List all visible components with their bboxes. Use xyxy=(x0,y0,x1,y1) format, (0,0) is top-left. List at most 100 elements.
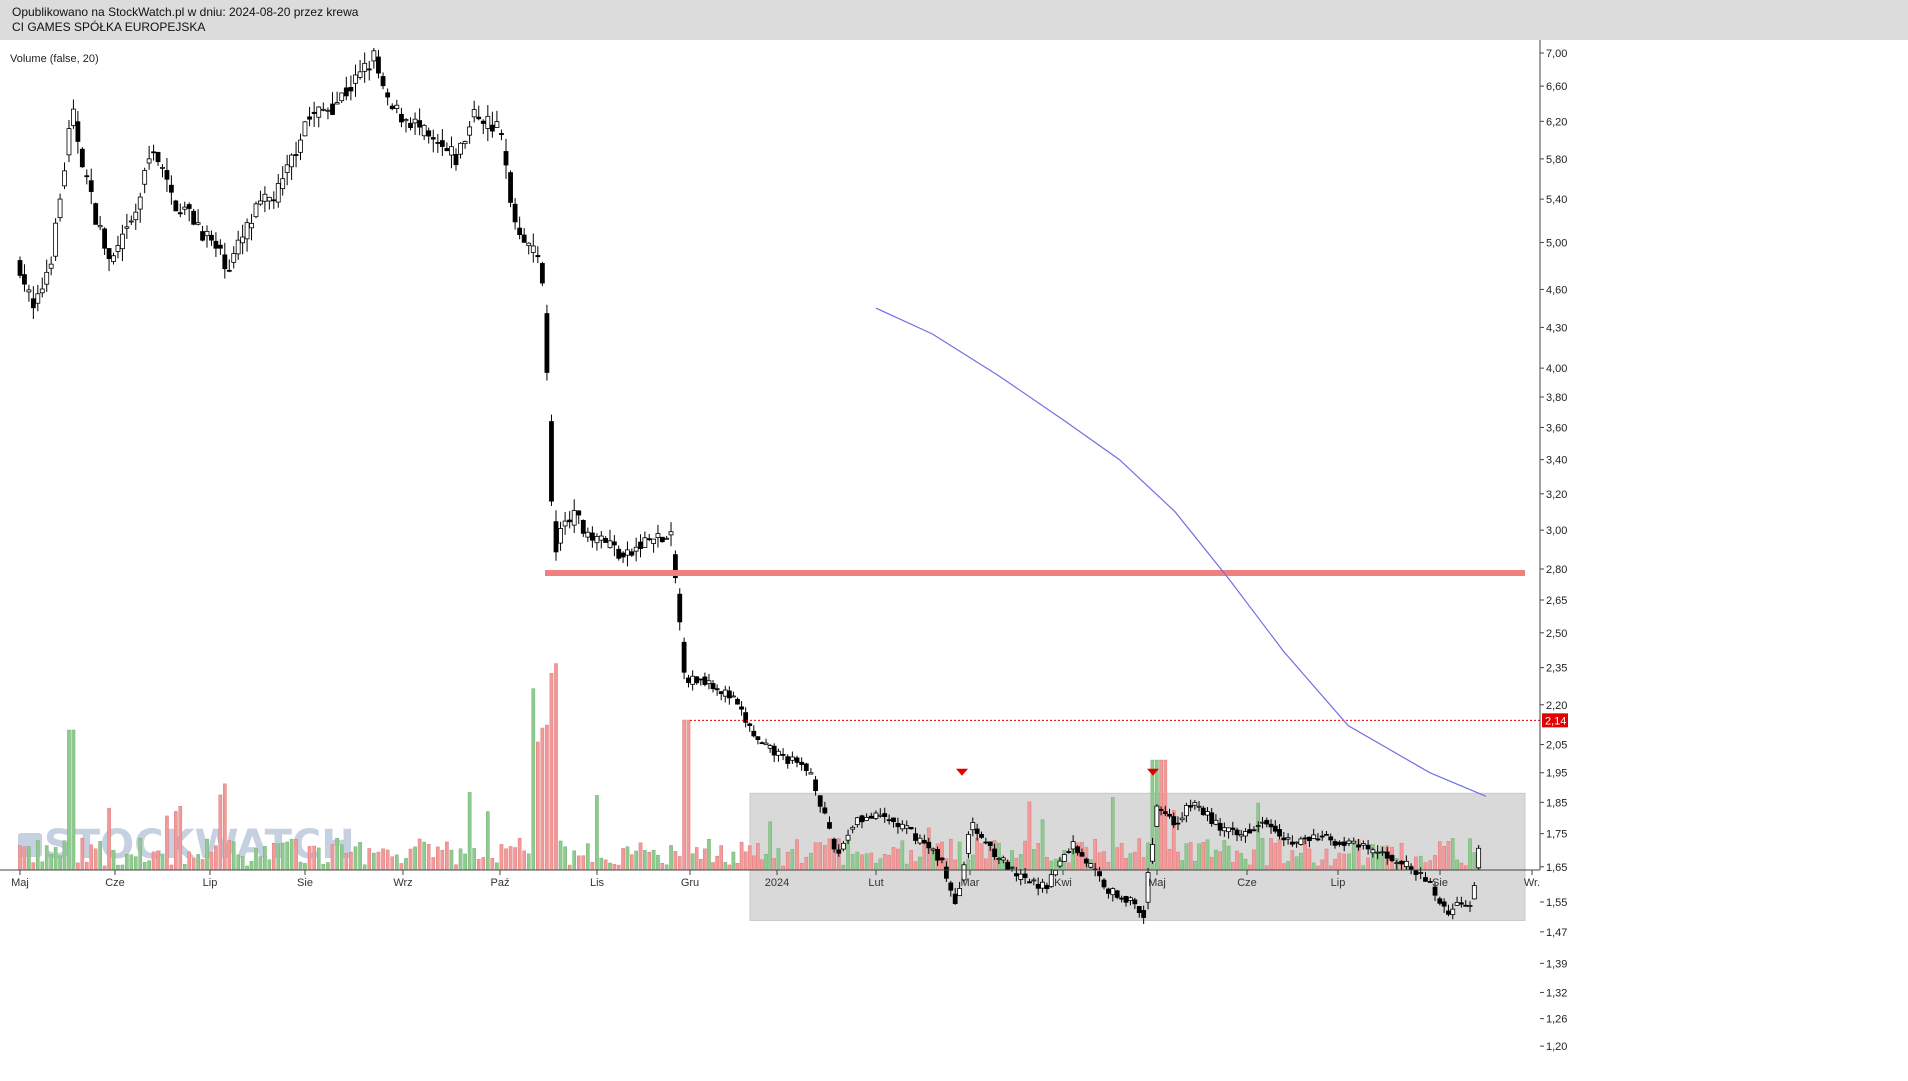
candle xyxy=(1027,878,1032,884)
volume-bar xyxy=(1197,843,1201,871)
candle xyxy=(642,531,648,548)
volume-bar xyxy=(966,859,971,871)
candle xyxy=(106,248,112,272)
volume-bar xyxy=(431,857,436,871)
indicator-label: Volume (false, 20) xyxy=(10,53,99,65)
volume-bar xyxy=(214,845,218,871)
candle xyxy=(974,823,980,841)
volume-bar xyxy=(850,854,855,871)
volume-bar xyxy=(887,855,891,871)
candle xyxy=(1044,882,1050,894)
volume-bar xyxy=(882,854,887,871)
price-tick-label: 2,35 xyxy=(1546,663,1567,675)
volume-bar xyxy=(1366,857,1370,871)
candle xyxy=(1183,802,1189,823)
volume-bar xyxy=(1307,848,1312,871)
candle xyxy=(353,64,358,97)
volume-bar xyxy=(1269,838,1273,871)
candle xyxy=(603,536,609,543)
volume-bar xyxy=(495,862,499,871)
volume-bar xyxy=(1311,862,1316,871)
volume-bar xyxy=(1463,865,1468,871)
candle xyxy=(200,225,205,242)
candle xyxy=(35,284,41,312)
volume-bar xyxy=(1124,857,1128,871)
volume-bar xyxy=(669,845,673,871)
volume-bar xyxy=(698,858,703,871)
candle xyxy=(462,140,468,149)
volume-bar xyxy=(231,841,236,871)
candle xyxy=(1022,867,1028,884)
volume-bar xyxy=(160,853,165,871)
candle xyxy=(943,861,949,882)
price-tick-label: 4,30 xyxy=(1546,322,1567,334)
volume-bar xyxy=(1324,848,1329,871)
price-tick-label: 7,00 xyxy=(1546,48,1567,60)
volume-bar xyxy=(603,859,608,871)
volume-bar xyxy=(874,862,878,871)
volume-bar xyxy=(818,842,823,871)
volume-bar xyxy=(1106,861,1111,871)
volume-bar xyxy=(240,856,245,871)
volume-bar xyxy=(263,846,267,871)
candle xyxy=(864,813,870,821)
volume-bar xyxy=(1018,853,1023,871)
volume-bar xyxy=(390,856,395,871)
volume-bar xyxy=(472,848,476,871)
candle xyxy=(1106,887,1111,899)
candle xyxy=(71,99,76,129)
volume-bar xyxy=(576,855,581,871)
candle xyxy=(1031,877,1037,886)
volume-bar xyxy=(367,848,372,871)
candle xyxy=(262,186,268,213)
price-tick-label: 4,00 xyxy=(1546,363,1567,375)
volume-bar xyxy=(89,844,94,871)
volume-bar xyxy=(1201,842,1206,871)
volume-bar xyxy=(454,864,458,871)
volume-bar xyxy=(116,864,120,871)
month-tick-label: Kwi xyxy=(1054,877,1072,889)
candle xyxy=(48,256,54,276)
volume-bar xyxy=(752,855,756,871)
candle xyxy=(1171,812,1177,828)
candle xyxy=(646,534,652,542)
candle xyxy=(651,538,656,553)
candle xyxy=(62,162,67,190)
candle xyxy=(137,192,143,223)
price-tick-label: 3,80 xyxy=(1546,392,1567,404)
candle xyxy=(567,511,573,529)
candle xyxy=(426,127,432,144)
volume-bar xyxy=(660,863,665,871)
candle xyxy=(280,166,286,196)
volume-bar xyxy=(1053,858,1058,871)
volume-bar xyxy=(1023,840,1027,871)
volume-bar xyxy=(1290,850,1295,871)
volume-bar xyxy=(27,846,31,871)
candle xyxy=(1476,844,1482,870)
volume-bar xyxy=(174,811,178,871)
volume-bar xyxy=(970,854,975,871)
volume-bar xyxy=(381,848,385,871)
candle xyxy=(598,531,604,549)
candle xyxy=(611,535,617,557)
volume-bar xyxy=(408,848,413,871)
candle xyxy=(366,61,372,81)
candle xyxy=(714,684,720,696)
volume-bar xyxy=(467,792,472,871)
candle xyxy=(751,725,757,738)
candle xyxy=(1272,820,1278,834)
candle xyxy=(1154,804,1160,827)
price-tick-label: 5,80 xyxy=(1546,154,1567,166)
volume-bar xyxy=(1347,853,1351,871)
volume-bar xyxy=(643,850,647,871)
volume-bar xyxy=(790,849,795,871)
volume-bar xyxy=(476,859,481,871)
volume-bar xyxy=(147,860,151,871)
volume-bar xyxy=(686,719,691,871)
candle xyxy=(508,170,513,208)
candle xyxy=(1427,878,1433,883)
candle xyxy=(948,880,954,897)
volume-bar xyxy=(651,850,656,871)
candle xyxy=(553,510,559,561)
